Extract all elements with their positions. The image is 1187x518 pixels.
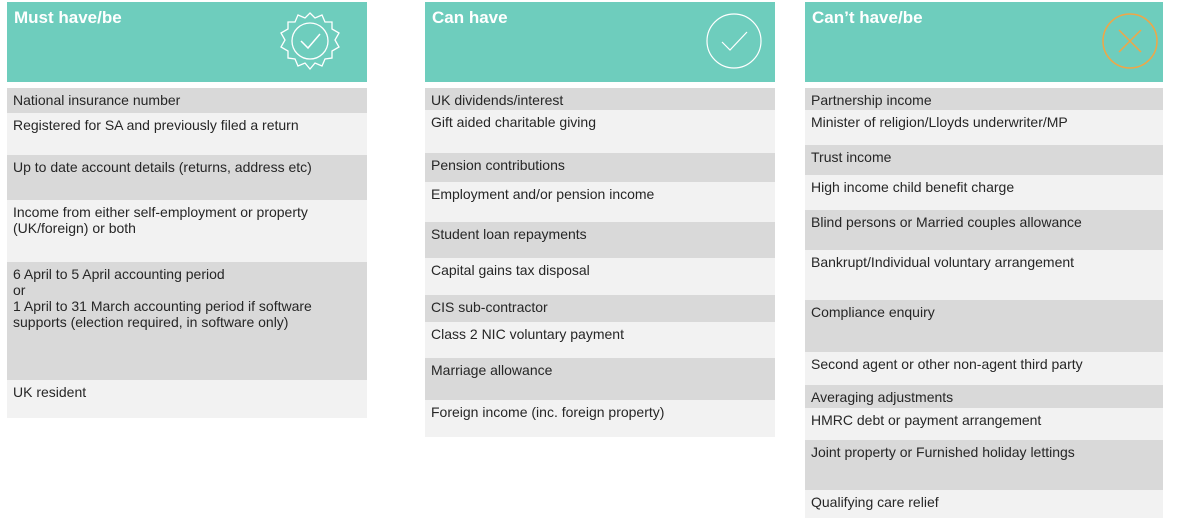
row: Second agent or other non-agent third pa…: [805, 352, 1163, 385]
column: Must have/be National insurance number Re…: [7, 2, 367, 418]
row: 6 April to 5 April accounting period or …: [7, 262, 367, 380]
column-header: Can’t have/be: [805, 2, 1163, 82]
column: Can have UK dividends/interest Gift aided…: [425, 2, 775, 437]
row: Foreign income (inc. foreign property): [425, 400, 775, 437]
row: Up to date account details (returns, add…: [7, 155, 367, 200]
column-header: Must have/be: [7, 2, 367, 82]
row: UK resident: [7, 380, 367, 418]
row: Bankrupt/Individual voluntary arrangemen…: [805, 250, 1163, 300]
column-body: Partnership income Minister of religion/L…: [805, 88, 1163, 518]
row: UK dividends/interest: [425, 88, 775, 110]
row: Capital gains tax disposal: [425, 258, 775, 295]
column-title: Must have/be: [14, 8, 122, 27]
row: Registered for SA and previously filed a…: [7, 113, 367, 155]
row: HMRC debt or payment arrangement: [805, 408, 1163, 440]
row: Marriage allowance: [425, 358, 775, 400]
column-title: Can have: [432, 8, 508, 27]
row: Student loan repayments: [425, 222, 775, 258]
badge-icon: [280, 12, 340, 71]
column-header: Can have: [425, 2, 775, 82]
row: Blind persons or Married couples allowan…: [805, 210, 1163, 250]
cross-icon: [1102, 13, 1158, 69]
row: Minister of religion/Lloyds underwriter/…: [805, 110, 1163, 145]
row: Compliance enquiry: [805, 300, 1163, 352]
row: CIS sub-contractor: [425, 295, 775, 322]
row: Joint property or Furnished holiday lett…: [805, 440, 1163, 490]
row: Pension contributions: [425, 153, 775, 182]
row: High income child benefit charge: [805, 175, 1163, 210]
row: Partnership income: [805, 88, 1163, 110]
row: Qualifying care relief: [805, 490, 1163, 518]
row: Employment and/or pension income: [425, 182, 775, 222]
check-icon: [706, 13, 762, 69]
row: Gift aided charitable giving: [425, 110, 775, 153]
row: Averaging adjustments: [805, 385, 1163, 408]
row: Class 2 NIC voluntary payment: [425, 322, 775, 358]
row: National insurance number: [7, 88, 367, 113]
column: Can’t have/be Partnership income Minister…: [805, 2, 1163, 518]
row: Income from either self-employment or pr…: [7, 200, 367, 262]
column-body: UK dividends/interest Gift aided charitab…: [425, 88, 775, 437]
column-title: Can’t have/be: [812, 8, 923, 27]
column-body: National insurance number Registered for …: [7, 88, 367, 418]
row: Trust income: [805, 145, 1163, 175]
